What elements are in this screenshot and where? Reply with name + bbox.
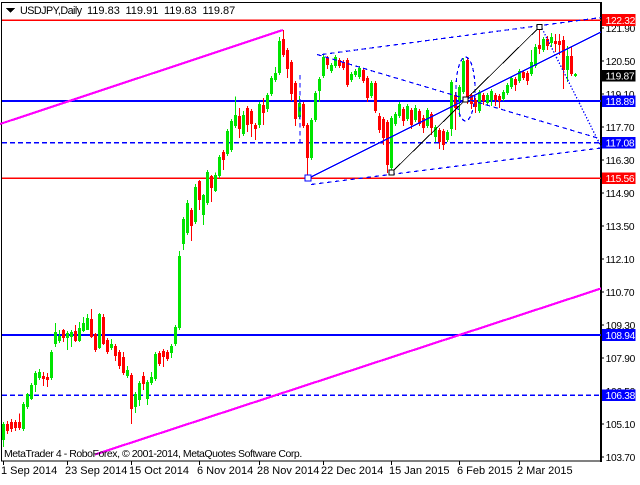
svg-text:22 Dec 2014: 22 Dec 2014	[321, 465, 383, 477]
svg-text:114.90: 114.90	[606, 189, 635, 200]
svg-text:119.83 119.91 119.83 119.87: 119.83 119.91 119.83 119.87	[87, 5, 235, 17]
svg-text:120.50: 120.50	[606, 57, 636, 68]
svg-text:116.30: 116.30	[606, 156, 635, 167]
svg-text:113.50: 113.50	[606, 222, 635, 233]
svg-text:112.10: 112.10	[606, 255, 635, 266]
svg-text:28 Nov 2014: 28 Nov 2014	[257, 465, 319, 477]
svg-text:15 Oct 2014: 15 Oct 2014	[129, 465, 189, 477]
svg-text:2 Mar 2015: 2 Mar 2015	[517, 465, 573, 477]
svg-text:108.94: 108.94	[606, 331, 636, 342]
svg-text:6 Nov 2014: 6 Nov 2014	[197, 465, 253, 477]
svg-text:110.70: 110.70	[606, 288, 635, 299]
svg-text:115.56: 115.56	[606, 174, 635, 185]
svg-text:106.38: 106.38	[606, 391, 636, 402]
svg-text:1 Sep 2014: 1 Sep 2014	[1, 465, 57, 477]
svg-text:119.87: 119.87	[606, 72, 635, 83]
svg-text:122.32: 122.32	[606, 16, 636, 27]
svg-text:117.08: 117.08	[606, 139, 635, 150]
svg-text:118.89: 118.89	[606, 97, 635, 108]
svg-text:MetaTrader 4 - RoboForex, © 20: MetaTrader 4 - RoboForex, © 2001-2014, M…	[4, 448, 302, 460]
svg-text:107.90: 107.90	[606, 354, 636, 365]
svg-text:23 Sep 2014: 23 Sep 2014	[65, 465, 127, 477]
svg-text:105.10: 105.10	[606, 420, 636, 431]
svg-text:15 Jan 2015: 15 Jan 2015	[389, 465, 450, 477]
svg-text:6 Feb 2015: 6 Feb 2015	[457, 465, 513, 477]
svg-text:USDJPY,Daily: USDJPY,Daily	[20, 5, 83, 17]
svg-text:119.10: 119.10	[606, 90, 635, 101]
svg-text:103.70: 103.70	[606, 453, 636, 464]
svg-text:121.90: 121.90	[606, 24, 636, 35]
svg-text:109.30: 109.30	[606, 321, 636, 332]
svg-text:117.70: 117.70	[606, 123, 635, 134]
